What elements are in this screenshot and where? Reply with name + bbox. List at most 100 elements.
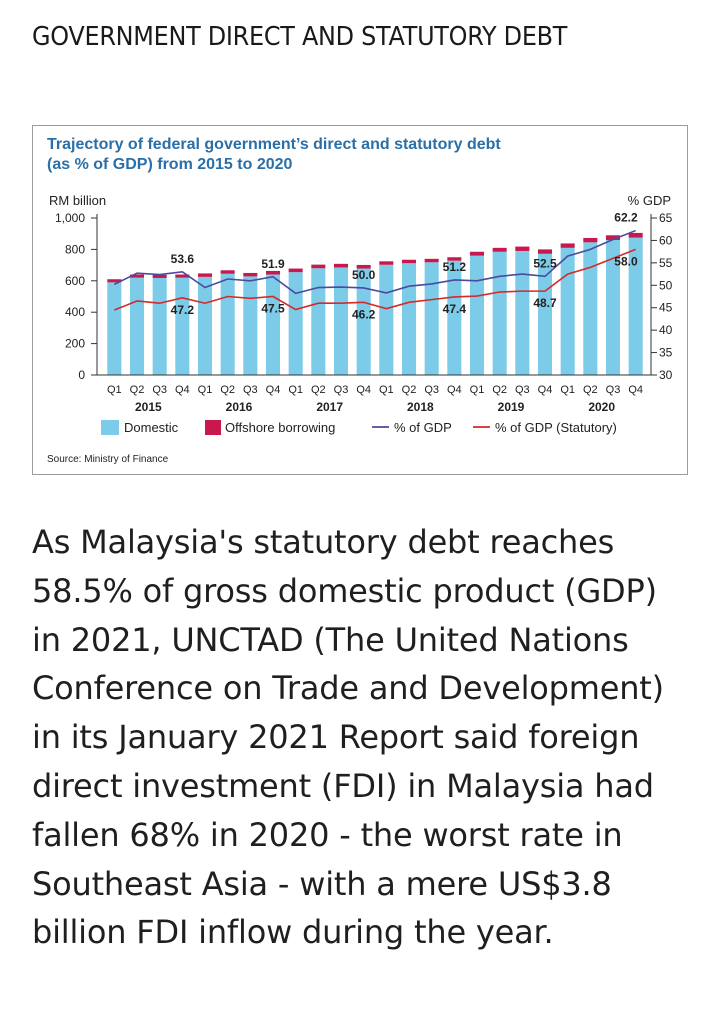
x-tick-label: Q4 <box>628 384 643 396</box>
x-tick-label: Q2 <box>492 384 507 396</box>
x-tick-label: Q2 <box>220 384 235 396</box>
x-tick-label: Q3 <box>334 384 349 396</box>
legend-label: Domestic <box>124 420 179 435</box>
data-label: 58.0 <box>614 254 638 268</box>
data-label: 51.2 <box>443 260 467 274</box>
bar-domestic <box>560 247 575 375</box>
legend-label: Offshore borrowing <box>225 420 335 435</box>
left-tick-label: 600 <box>65 274 85 288</box>
x-tick-label: Q2 <box>402 384 417 396</box>
x-tick-label: Q4 <box>538 384 553 396</box>
chart-title: Trajectory of federal government’s direc… <box>47 135 501 175</box>
year-label: 2018 <box>407 400 434 414</box>
x-tick-label: Q2 <box>130 384 145 396</box>
bar-domestic <box>311 268 326 375</box>
bar-domestic <box>424 262 439 375</box>
year-label: 2015 <box>135 400 162 414</box>
x-tick-label: Q3 <box>243 384 258 396</box>
data-label: 52.5 <box>533 256 557 270</box>
source-note: Source: Ministry of Finance <box>47 454 169 465</box>
right-axis-label: % GDP <box>628 193 671 208</box>
legend-label: % of GDP <box>394 420 452 435</box>
bar-offshore <box>333 263 349 268</box>
right-tick-label: 40 <box>659 323 673 337</box>
x-tick-label: Q4 <box>447 384 462 396</box>
year-label: 2020 <box>588 400 615 414</box>
bar-offshore <box>220 270 235 274</box>
bar-domestic <box>333 267 349 375</box>
bar-domestic <box>401 263 417 375</box>
bar-domestic <box>220 273 235 375</box>
right-tick-label: 35 <box>659 346 673 360</box>
x-tick-label: Q3 <box>152 384 167 396</box>
bar-domestic <box>356 268 371 375</box>
left-axis-label: RM billion <box>49 193 106 208</box>
bar-domestic <box>605 239 621 375</box>
x-tick-label: Q1 <box>470 384 485 396</box>
bar-offshore <box>356 264 371 269</box>
x-tick-label: Q3 <box>606 384 621 396</box>
left-tick-label: 0 <box>78 368 85 382</box>
left-tick-label: 200 <box>65 337 85 351</box>
bar-domestic <box>469 255 485 375</box>
bar-domestic <box>265 274 281 375</box>
x-tick-label: Q4 <box>266 384 281 396</box>
right-tick-label: 45 <box>659 301 673 315</box>
bar-domestic <box>492 251 507 375</box>
bar-offshore <box>197 273 213 277</box>
data-label: 47.5 <box>261 302 285 316</box>
bar-offshore <box>107 279 122 283</box>
x-tick-label: Q2 <box>311 384 326 396</box>
bar-domestic <box>379 264 394 375</box>
x-tick-label: Q4 <box>356 384 371 396</box>
bar-offshore <box>447 257 462 261</box>
bar-offshore <box>265 270 281 275</box>
bar-domestic <box>583 242 598 375</box>
right-tick-label: 60 <box>659 233 673 247</box>
chart-title-line-1: Trajectory of federal government’s direc… <box>47 136 501 153</box>
bar-offshore <box>628 232 643 238</box>
bar-offshore <box>175 274 190 278</box>
bar-domestic <box>129 277 145 375</box>
data-label: 47.4 <box>443 302 467 316</box>
year-label: 2019 <box>498 400 525 414</box>
x-tick-label: Q1 <box>107 384 122 396</box>
bar-offshore <box>311 264 326 269</box>
bar-offshore <box>492 247 507 252</box>
legend-label: % of GDP (Statutory) <box>495 420 617 435</box>
year-label: 2016 <box>226 400 253 414</box>
debt-chart: RM billion % GDP 0 200 400 600 800 1,000 30 35 40 4… <box>47 193 673 465</box>
bar-offshore <box>515 246 530 251</box>
data-label: 53.6 <box>171 252 195 266</box>
bar-domestic <box>288 272 303 375</box>
x-tick-label: Q1 <box>379 384 394 396</box>
bar-offshore <box>583 237 598 243</box>
data-label: 47.2 <box>171 303 195 317</box>
left-tick-label: 1,000 <box>55 211 85 225</box>
year-label: 2017 <box>316 400 343 414</box>
right-tick-label: 50 <box>659 278 673 292</box>
bar-domestic <box>628 237 643 375</box>
bar-domestic <box>447 260 462 375</box>
bar-offshore <box>537 249 553 254</box>
x-tick-label: Q1 <box>198 384 213 396</box>
x-tick-label: Q1 <box>560 384 575 396</box>
legend-swatch-offshore <box>205 420 221 435</box>
bar-offshore <box>401 259 417 264</box>
right-tick-label: 30 <box>659 368 673 382</box>
page-heading: GOVERNMENT DIRECT AND STATUTORY DEBT <box>32 22 568 52</box>
data-label: 50.0 <box>352 268 376 282</box>
line-gdp <box>113 229 636 295</box>
bar-offshore <box>288 268 303 273</box>
bar-offshore <box>129 274 145 278</box>
bar-offshore <box>560 243 575 248</box>
data-label: 51.9 <box>261 257 285 271</box>
legend-swatch-domestic <box>101 420 119 435</box>
bar-domestic <box>243 276 258 375</box>
right-tick-label: 55 <box>659 256 673 270</box>
bar-offshore <box>152 274 167 278</box>
bar-domestic <box>175 277 190 375</box>
x-tick-label: Q2 <box>583 384 598 396</box>
bar-offshore <box>424 258 439 263</box>
data-label: 48.7 <box>533 296 557 310</box>
